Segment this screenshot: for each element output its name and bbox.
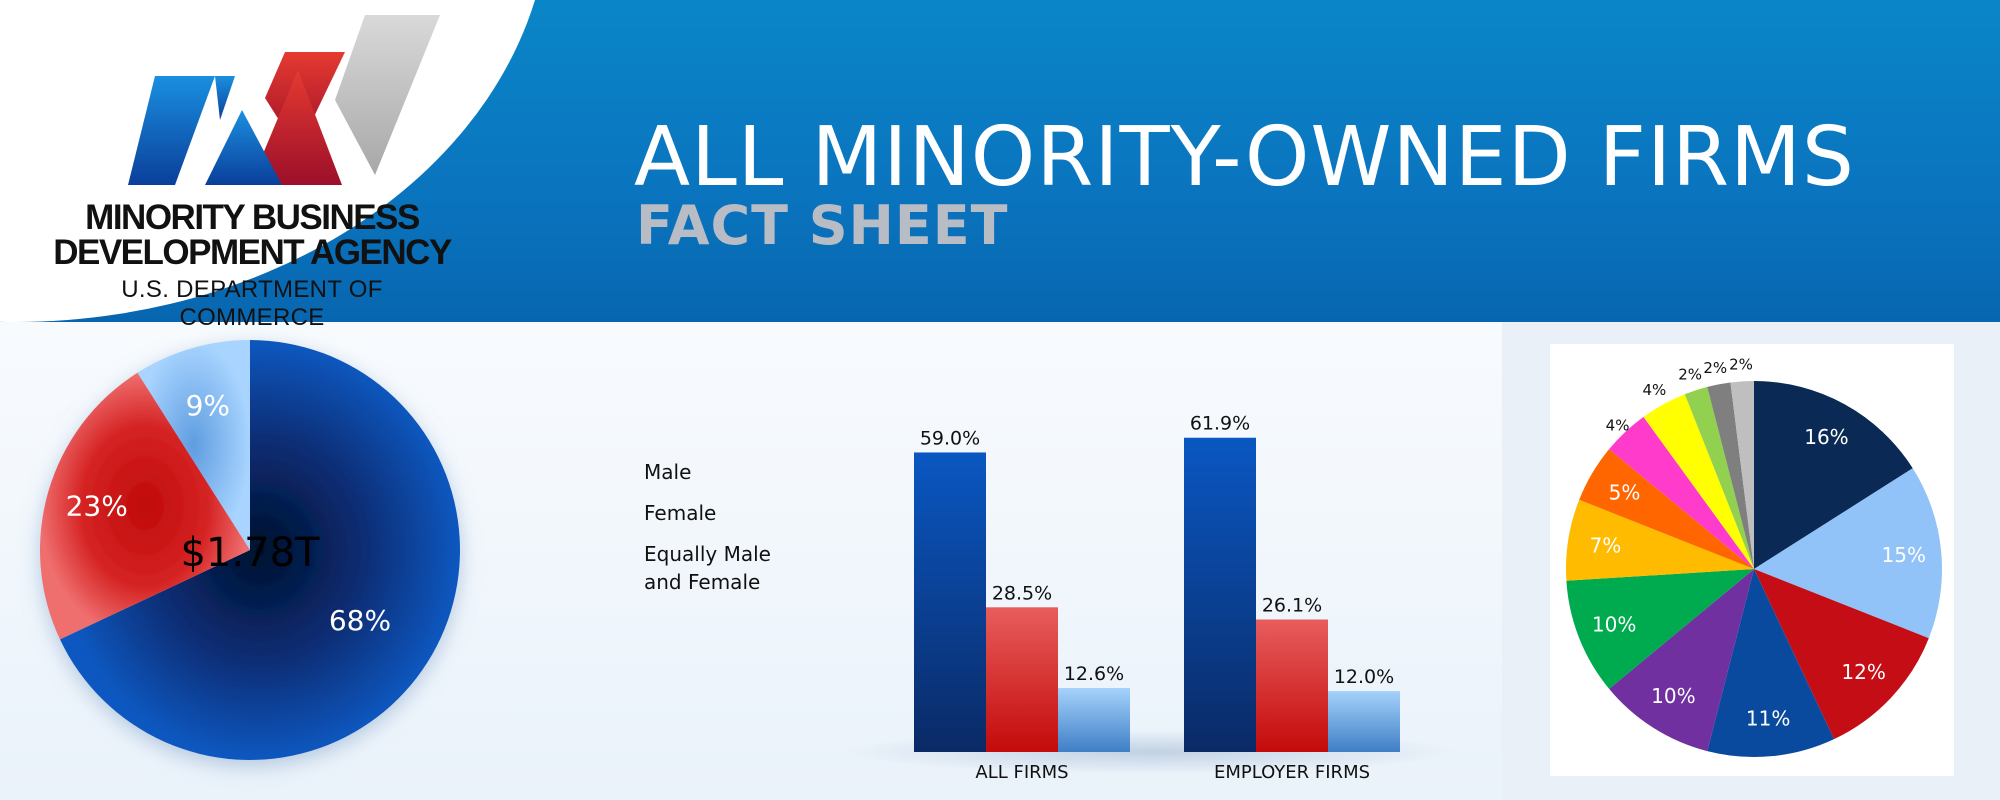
group-pie-label-11: 2% xyxy=(1703,359,1727,377)
logo-gray-stripe xyxy=(335,15,440,175)
group-pie-slice-2 xyxy=(1754,569,1929,740)
group-pie-label-9: 4% xyxy=(1642,381,1666,399)
revenue-pie-chart: 68% 23% 9% $1.78T xyxy=(39,340,460,760)
legend-male: Male xyxy=(644,460,692,484)
group-pie-label-4: 10% xyxy=(1651,684,1695,708)
group-pie-slice-0 xyxy=(1754,381,1913,569)
bar-0-0 xyxy=(914,452,986,752)
group-pie-label-8: 4% xyxy=(1606,417,1630,435)
pie-slice-label-0: 68% xyxy=(329,604,391,637)
page-title: ALL MINORITY-OWNED FIRMS xyxy=(634,110,1855,205)
group-pie-slice-11 xyxy=(1707,382,1754,569)
logo-blue-cut xyxy=(215,76,235,120)
group-pie-slice-7 xyxy=(1579,449,1754,569)
group-pie-label-12: 2% xyxy=(1729,356,1753,374)
pie-slice-1 xyxy=(39,372,250,640)
bar-value-label-1-0: 61.9% xyxy=(1190,413,1250,435)
group-pie-slice-4 xyxy=(1609,569,1754,752)
logo-blue-stripe xyxy=(128,76,215,185)
group-pie-slice-1 xyxy=(1754,468,1942,639)
group-pie-label-1: 15% xyxy=(1882,543,1926,567)
group-pie-label-3: 11% xyxy=(1746,707,1790,731)
bar-value-label-1-1: 26.1% xyxy=(1262,594,1322,616)
bar-0-1 xyxy=(986,607,1058,752)
group-pie-slice-10 xyxy=(1684,386,1754,569)
bar-1-1 xyxy=(1256,619,1328,752)
group-pie-label-0: 16% xyxy=(1804,425,1848,449)
pie-slice-0 xyxy=(59,340,460,760)
group-pie-label-2: 12% xyxy=(1841,660,1885,684)
pie-slice-label-1: 23% xyxy=(66,489,128,522)
bar-value-label-0-1: 28.5% xyxy=(992,582,1052,604)
bar-1-2 xyxy=(1328,691,1400,752)
group-pie-slice-8 xyxy=(1609,416,1754,569)
page-subtitle: FACT SHEET xyxy=(636,194,1009,257)
group-pie-slice-6 xyxy=(1566,499,1754,581)
group-pie-slice-12 xyxy=(1730,381,1754,569)
logo-red-wedge xyxy=(250,70,342,185)
bar-value-label-0-0: 59.0% xyxy=(920,427,980,449)
group-pie-label-10: 2% xyxy=(1678,365,1702,383)
group-pie-label-5: 10% xyxy=(1592,612,1636,636)
bar-category-label-0: ALL FIRMS xyxy=(975,762,1068,783)
bar-0-2 xyxy=(1058,688,1130,752)
group-pie-slice-9 xyxy=(1643,394,1754,569)
agency-logo-icon xyxy=(128,15,440,185)
department-name: U.S. DEPARTMENT OF COMMERCE xyxy=(121,276,383,331)
gender-ownership-bar-chart: 59.0% 28.5% 12.6% 61.9% 26.1% 12.0% ALL FIRMS… xyxy=(840,413,1460,783)
bar-value-label-1-2: 12.0% xyxy=(1334,666,1394,688)
minority-group-pie-chart: 16%15%12%11%10%10%7%5%4%4%2% 2% 2% xyxy=(1566,356,1942,757)
logo-blue-wedge xyxy=(205,110,282,185)
bar-1-0 xyxy=(1184,437,1256,752)
group-pie-slice-5 xyxy=(1566,569,1754,689)
legend-female: Female xyxy=(644,501,717,525)
group-pie-label-7: 5% xyxy=(1609,480,1641,504)
agency-name: MINORITY BUSINESS DEVELOPMENT AGENCY xyxy=(52,200,452,270)
group-pie-slice-3 xyxy=(1707,569,1835,757)
bar-category-label-1: EMPLOYER FIRMS xyxy=(1214,762,1370,783)
pie-center-label: $1.78T xyxy=(181,530,321,576)
bar-value-label-0-2: 12.6% xyxy=(1064,663,1124,685)
pie-slice-label-2: 9% xyxy=(186,389,230,422)
agency-name-line2: DEVELOPMENT AGENCY xyxy=(53,233,452,272)
group-pie-label-6: 7% xyxy=(1590,533,1622,557)
pie-slice-2 xyxy=(137,340,250,550)
agency-name-line1: MINORITY BUSINESS xyxy=(85,198,420,237)
legend-equally: Equally Male and Female xyxy=(644,542,771,594)
